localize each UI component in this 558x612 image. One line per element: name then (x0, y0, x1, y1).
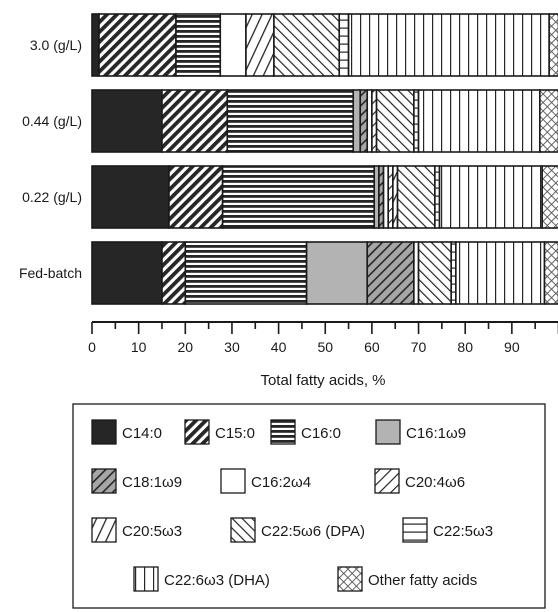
bar-segment (347, 13, 550, 77)
x-axis: 0 10 20 30 40 50 60 70 80 90 (88, 321, 558, 355)
bar-segment (417, 89, 541, 153)
bar-segment (548, 13, 558, 77)
bar-segment (226, 89, 355, 153)
bar-segment (359, 89, 369, 153)
x-axis-title: Total fatty acids, % (260, 372, 385, 389)
category-label: 3.0 (g/L) (30, 37, 82, 53)
x-tick-label: 60 (364, 339, 380, 355)
bar-segment (98, 13, 177, 77)
bar-segment (396, 165, 436, 229)
legend-swatch (133, 566, 159, 592)
legend-label: C18:1ω9 (122, 474, 182, 491)
bar-segment (91, 13, 100, 77)
bar-segment (543, 241, 558, 305)
bar-segment (338, 13, 350, 77)
legend-swatch (402, 517, 428, 543)
bar-segment (168, 165, 224, 229)
category-label: 0.22 (g/L) (22, 189, 82, 205)
category-label: 0.44 (g/L) (22, 113, 82, 129)
legend-swatch (270, 419, 296, 445)
bar-segment (91, 241, 163, 305)
legend-label: C16:0 (301, 425, 341, 442)
legend-label: C15:0 (215, 425, 255, 442)
bar-segment (541, 165, 558, 229)
legend-label: C14:0 (122, 425, 162, 442)
legend-label: C22:5ω6 (DPA) (261, 523, 365, 540)
legend: C14:0 C15:0 C16:0 C16:1ω9 C18:1ω9 C16:2ω4 C20:… (72, 403, 546, 609)
bar-segment (417, 241, 453, 305)
legend-swatch (91, 468, 117, 494)
x-tick-label: 20 (178, 339, 194, 355)
legend-swatch (91, 517, 117, 543)
bar-segment (245, 13, 275, 77)
x-tick-label: 10 (131, 339, 147, 355)
legend-swatch (184, 419, 210, 445)
bar-segment (91, 165, 170, 229)
x-tick-label: 0 (88, 339, 96, 355)
legend-label: C22:6ω3 (DHA) (164, 572, 270, 589)
bar-segment (305, 241, 369, 305)
legend-box (72, 403, 546, 609)
legend-label: C16:1ω9 (406, 425, 466, 442)
bar-segment (375, 89, 415, 153)
legend-swatch (374, 468, 400, 494)
bar-segment (91, 89, 163, 153)
bar-segment (273, 13, 341, 77)
bar-segment (366, 241, 415, 305)
bar-segment (438, 165, 543, 229)
bar-segment (184, 241, 308, 305)
category-label: Fed-batch (19, 265, 82, 281)
x-tick-label: 50 (317, 339, 333, 355)
bars-layer: 3.0 (g/L) 0.44 (g/L) 0.22 (g/L) Fed-batch (19, 13, 558, 305)
legend-label: C20:4ω6 (405, 474, 465, 491)
x-tick-label: 80 (457, 339, 473, 355)
legend-swatch (220, 468, 246, 494)
x-tick-label: 40 (271, 339, 287, 355)
legend-label: C16:2ω4 (251, 474, 311, 491)
legend-label: Other fatty acids (368, 572, 477, 589)
bar-segment (455, 241, 546, 305)
legend-swatch (375, 419, 401, 445)
bar-segment (221, 165, 376, 229)
legend-label: C22:5ω3 (433, 523, 493, 540)
legend-swatch (91, 419, 117, 445)
bar-segment (539, 89, 558, 153)
bar-segment (175, 13, 222, 77)
bar-segment (161, 241, 187, 305)
legend-label: C20:5ω3 (122, 523, 182, 540)
bar-segment (352, 89, 362, 153)
legend-swatch (230, 517, 256, 543)
legend-swatch (337, 566, 363, 592)
bar-segment (161, 89, 229, 153)
x-tick-label: 70 (411, 339, 427, 355)
x-tick-label: 90 (504, 339, 520, 355)
x-tick-label: 30 (224, 339, 240, 355)
bar-segment (219, 13, 247, 77)
